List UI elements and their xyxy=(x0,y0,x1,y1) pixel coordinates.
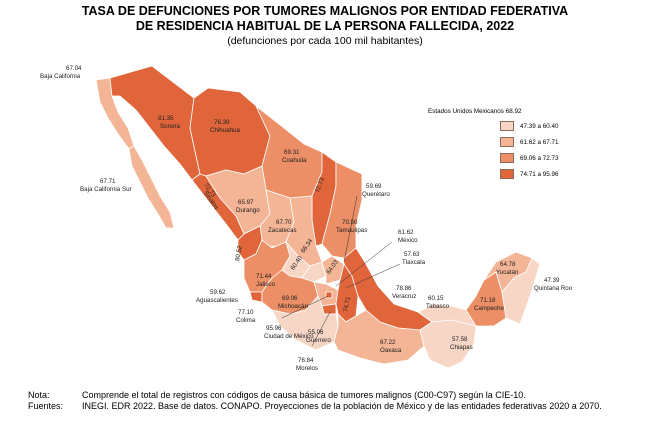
legend-swatch xyxy=(500,169,514,179)
legend-row: 47.39 a 60.40 xyxy=(500,121,568,131)
label-coahuila-value: 69.31 xyxy=(284,149,300,156)
label-tabasco-value: 60.15 xyxy=(428,295,444,302)
legend-label: 74.71 a 95.96 xyxy=(520,170,559,178)
label-jalisco-value: 71.44 xyxy=(256,273,272,280)
label-mexico-name: México xyxy=(398,237,418,244)
label-tamaulipas-value: 70.50 xyxy=(342,219,358,226)
label-sonora-name: Sonora xyxy=(160,123,181,130)
label-campeche-name: Campeche xyxy=(474,305,504,312)
label-michoacan-value: 69.06 xyxy=(282,295,298,302)
label-zacatecas-name: Zacatecas xyxy=(268,227,297,234)
label-baja-california-value: 67.04 xyxy=(66,65,82,72)
state-ciudad-de-mexico xyxy=(325,291,333,299)
label-durango-value: 65.97 xyxy=(238,199,254,206)
label-chihuahua-name: Chihuahua xyxy=(210,127,240,134)
label-morelos-name: Morelos xyxy=(296,365,318,372)
label-yucatan-name: Yucatán xyxy=(496,269,519,276)
label-tlaxcala-name: Tlaxcala xyxy=(402,259,426,266)
label-aguascalientes-value: 59.62 xyxy=(210,289,226,296)
label-yucatan-value: 64.78 xyxy=(500,261,516,268)
state-guerrero xyxy=(271,295,339,351)
label-tamaulipas-name: Tamaulipas xyxy=(336,227,367,234)
legend-label: 47.39 a 60.40 xyxy=(520,122,559,130)
legend-title: Estados Unidos Mexicanos 68.92 xyxy=(428,108,522,115)
label-tlaxcala-value: 57.63 xyxy=(404,251,420,258)
label-tabasco-name: Tabasco xyxy=(426,303,450,310)
label-baja-california-sur-value: 67.71 xyxy=(100,178,116,185)
label-ciudad-de-mexico-name: Ciudad de México xyxy=(264,333,314,340)
label-nayarit-value: 80.52 xyxy=(234,245,244,262)
label-queretaro-value: 59.69 xyxy=(366,183,382,190)
label-baja-california-sur-name: Baja California Sur xyxy=(80,186,132,193)
label-colima-name: Colima xyxy=(236,317,256,324)
legend-row: 74.71 a 95.96 xyxy=(500,169,568,179)
legend-swatch xyxy=(500,121,514,131)
label-chiapas-value: 57.58 xyxy=(452,336,468,343)
state-colima xyxy=(249,291,263,303)
label-durango-name: Durango xyxy=(236,207,260,214)
label-guerrero-name: Guerrero xyxy=(306,337,331,344)
label-ciudad-de-mexico-value: 95.96 xyxy=(266,325,282,332)
label-oaxaca-name: Oaxaca xyxy=(380,347,402,354)
label-guerrero-value: 55.06 xyxy=(308,329,324,336)
footnotes: Nota: Comprende el total de registros co… xyxy=(28,390,642,412)
note-key: Nota: xyxy=(28,390,50,400)
label-jalisco-name: Jalisco xyxy=(256,281,275,288)
label-aguascalientes-name: Aguascalientes xyxy=(196,297,238,304)
label-michoacan-name: Michoacán xyxy=(278,303,308,310)
map-title-line-1: TASA DE DEFUNCIONES POR TUMORES MALIGNOS… xyxy=(81,4,569,18)
state-quintana-roo xyxy=(501,257,541,325)
label-quintana-roo-value: 47.39 xyxy=(544,277,560,284)
label-colima-value: 77.10 xyxy=(238,309,254,316)
label-mexico-value: 61.62 xyxy=(398,229,414,236)
label-sonora-value: 81.35 xyxy=(158,115,174,122)
label-oaxaca-value: 67.22 xyxy=(380,339,396,346)
state-morelos xyxy=(321,303,337,315)
legend-swatch xyxy=(500,153,514,163)
label-quintana-roo-name: Quintana Roo xyxy=(534,285,573,292)
legend-swatch xyxy=(500,137,514,147)
map-subtitle: (defunciones por cada 100 mil habitantes… xyxy=(227,35,423,47)
label-puebla-value: 74.71 xyxy=(342,296,352,313)
legend-row: 69.06 a 72.73 xyxy=(500,153,568,163)
sources-key: Fuentes: xyxy=(28,401,64,411)
label-morelos-value: 76.84 xyxy=(298,357,314,364)
label-veracruz-name: Veracruz xyxy=(392,293,416,300)
label-chiapas-name: Chiapas xyxy=(450,344,473,351)
legend-row: 61.62 a 67.71 xyxy=(500,137,568,147)
label-veracruz-value: 78.86 xyxy=(396,285,412,292)
label-baja-california-name: Baja California xyxy=(40,73,81,80)
label-coahuila-name: Coahuila xyxy=(282,157,307,164)
state-queretaro xyxy=(301,261,327,283)
note-row: Nota: Comprende el total de registros co… xyxy=(28,390,642,401)
sources-row: Fuentes: INEGI. EDR 2022. Base de datos.… xyxy=(28,401,642,412)
legend-label: 69.06 a 72.73 xyxy=(520,154,559,162)
label-campeche-value: 71.18 xyxy=(480,297,496,304)
legend-label: 61.62 a 67.71 xyxy=(520,138,559,146)
label-chihuahua-value: 76.39 xyxy=(214,119,230,126)
label-zacatecas-value: 67.70 xyxy=(276,219,292,226)
legend: Estados Unidos Mexicanos 68.92 47.39 a 6… xyxy=(428,108,568,179)
note-text: Comprende el total de registros con códi… xyxy=(82,390,526,400)
sources-text: INEGI. EDR 2022. Base de datos. CONAPO. … xyxy=(82,401,602,411)
label-queretaro-name: Querétaro xyxy=(362,191,390,198)
map-title-line-2: DE RESIDENCIA HABITUAL DE LA PERSONA FAL… xyxy=(135,19,515,33)
state-baja-california-sur xyxy=(128,145,175,229)
